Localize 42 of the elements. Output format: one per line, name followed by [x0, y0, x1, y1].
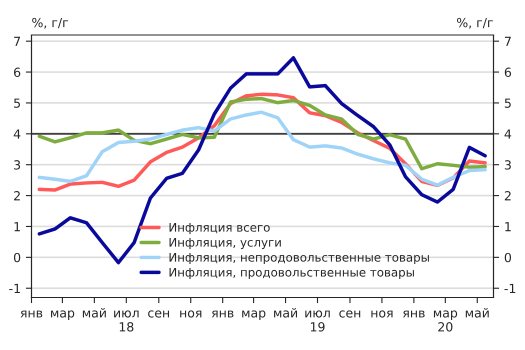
y-tick-label: 5: [14, 98, 20, 108]
x-tick-label: янв: [403, 310, 425, 318]
x-tick-label: янв: [212, 310, 234, 318]
y2-axis-title: %, г/г: [457, 18, 493, 29]
x-tick-label: июл 19: [305, 310, 330, 332]
y-tick-label: -1: [9, 284, 20, 293]
line-series: [38, 96, 487, 170]
x-tick-label: май: [82, 308, 106, 318]
line-series: [38, 110, 487, 187]
x-tick-label: сен: [148, 310, 170, 318]
y2-tick-label: 5: [504, 98, 511, 108]
x-tick-label: июл 18: [114, 310, 139, 332]
x-tick-label: мар 20: [434, 310, 458, 332]
y2-tick-label: 1: [505, 222, 511, 232]
legend-label: Инфляция, услуги: [170, 238, 281, 250]
x-tick-label: ноя: [371, 310, 393, 318]
x-tick-label: янв: [20, 310, 42, 318]
y2-tick-label: -1: [504, 284, 516, 293]
line-series: [38, 56, 487, 264]
y2-tick-label: 0: [504, 252, 512, 262]
y2-tick-label: 3: [504, 160, 511, 170]
y-tick-label: 7: [14, 36, 20, 46]
y-tick-label: 4: [14, 129, 20, 139]
x-tick-label: мар: [51, 310, 74, 320]
y-tick-label: 0: [14, 252, 20, 262]
y2-tick-label: 4: [504, 129, 512, 139]
x-tick-label: мар: [242, 310, 266, 320]
legend-label: Инфляция всего: [170, 223, 270, 234]
y-tick-label: 6: [14, 68, 20, 77]
y2-tick-label: 7: [504, 36, 511, 46]
legend-label: Инфляция, непродовольственные товары: [170, 252, 429, 264]
y-tick-label: 1: [14, 222, 20, 232]
y-tick-label: 3: [14, 160, 20, 170]
y-tick-label: 2: [14, 191, 20, 200]
y-axis-title: %, г/г: [32, 18, 68, 29]
x-tick-label: сен: [339, 310, 360, 318]
legend-label: Инфляция, продовольственные товары: [170, 268, 414, 279]
x-tick-label: май: [274, 308, 298, 318]
x-tick-label: май: [466, 308, 489, 318]
y2-tick-label: 6: [504, 68, 512, 77]
x-tick-label: ноя: [180, 310, 202, 318]
y2-tick-label: 2: [504, 191, 511, 200]
